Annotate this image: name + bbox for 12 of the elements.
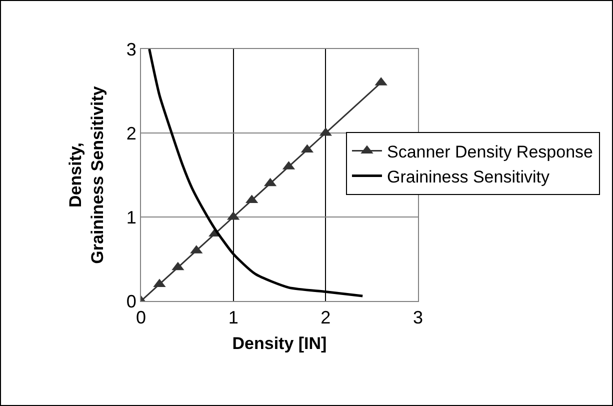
y-tick-label: 2 [126, 123, 136, 144]
y-tick-label: 3 [126, 39, 136, 60]
x-tick-label: 1 [228, 308, 238, 328]
y-tick-label: 1 [126, 207, 136, 228]
x-tick-label: 3 [412, 308, 424, 328]
y-tick-label: 0 [126, 291, 136, 312]
x-axis-title: Density [IN] [232, 334, 327, 353]
legend-label: Graininess Sensitivity [386, 167, 550, 186]
y-axis-title: Density, Graininess Sensitivity [66, 86, 107, 264]
legend-label: Scanner Density Response [386, 142, 593, 162]
x-tick-label: 2 [320, 308, 331, 328]
line-series [148, 49, 364, 298]
